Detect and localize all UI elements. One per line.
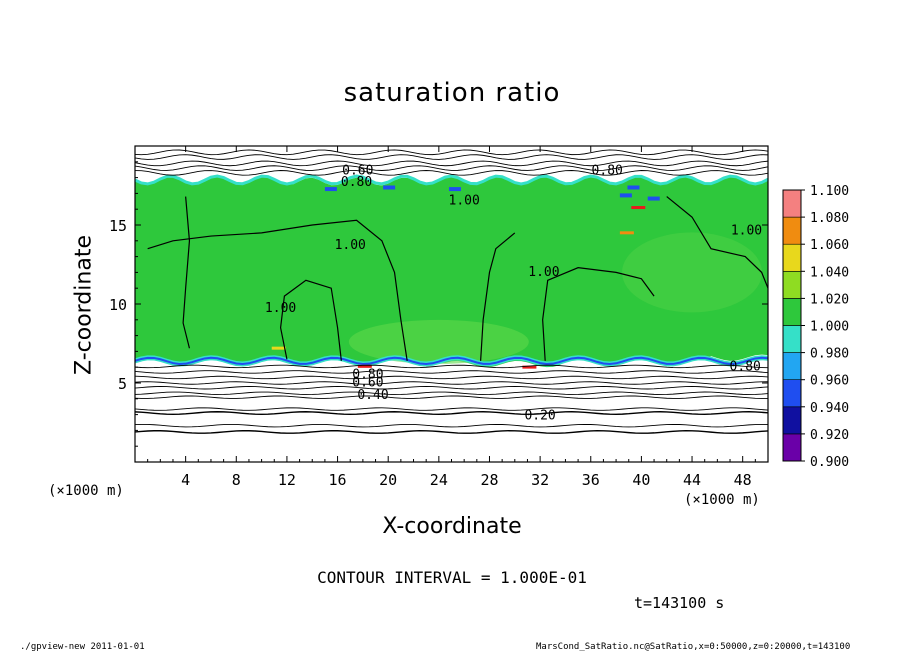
lower-fringe-edge — [134, 356, 769, 366]
contour-line — [134, 160, 769, 167]
contour-line — [134, 391, 769, 395]
contour-line-1.00 — [542, 267, 655, 361]
upper-blue-patch — [383, 185, 396, 190]
upper-fringe — [134, 174, 769, 186]
y-tick-label: 10 — [109, 296, 127, 314]
colorbar-label: 0.920 — [810, 428, 849, 443]
x-tick-label: 20 — [379, 471, 397, 489]
x-tick-label: 8 — [232, 471, 241, 489]
saturated-region — [135, 175, 768, 368]
contour-line — [134, 375, 769, 380]
contour-label: 1.00 — [731, 224, 762, 239]
x-axis-label: X-coordinate — [382, 514, 522, 539]
x-tick-label: 12 — [278, 471, 296, 489]
x-tick-label: 24 — [430, 471, 448, 489]
contour-label: 0.80 — [730, 360, 761, 375]
high-ratio-patch — [622, 232, 763, 313]
x-unit-label-left: (×1000 m) — [48, 483, 124, 499]
colorbar-label: 1.100 — [810, 184, 849, 199]
contour-label: 1.00 — [449, 194, 480, 209]
contour-label: 0.60 — [352, 375, 383, 390]
contour-line — [134, 423, 769, 428]
contour-line — [134, 364, 769, 369]
chart-title: saturation ratio — [343, 78, 561, 108]
contour-label: 1.00 — [335, 238, 366, 253]
contour-line — [134, 386, 769, 390]
upper-blue-patch — [448, 187, 461, 192]
colorbar-cell — [782, 325, 802, 353]
contour-label: 0.60 — [342, 164, 373, 179]
upper-blue-patch — [619, 193, 632, 198]
colorbar-label: 0.900 — [810, 455, 849, 470]
x-tick-label: 36 — [582, 471, 600, 489]
contour-line — [134, 381, 769, 385]
x-tick-label: 44 — [683, 471, 701, 489]
supersaturation-spot — [619, 231, 634, 235]
colorbar-cell — [782, 406, 802, 435]
contour-line — [134, 430, 769, 434]
contour-line-1.00 — [279, 279, 342, 361]
x-tick-label: 40 — [632, 471, 650, 489]
y-tick-label: 15 — [109, 217, 127, 235]
footer-program: ./gpview-new 2011-01-01 — [20, 642, 145, 652]
y-tick-label: 5 — [118, 375, 127, 393]
colorbar-cell — [782, 298, 802, 326]
supersaturation-spot — [631, 206, 646, 210]
x-tick-label: 48 — [734, 471, 752, 489]
colorbar-cell — [782, 216, 802, 245]
colorbar-cell — [782, 189, 802, 218]
upper-blue-patch — [647, 196, 660, 201]
contour-label: 0.80 — [592, 164, 623, 179]
contour-interval-text: CONTOUR INTERVAL = 1.000E-01 — [317, 568, 587, 587]
contour-line-1.00 — [480, 232, 516, 361]
contour-label: 0.20 — [524, 409, 555, 424]
high-ratio-patch — [348, 319, 529, 364]
x-tick-label: 32 — [531, 471, 549, 489]
contour-line — [134, 370, 769, 374]
colorbar-label: 0.940 — [810, 401, 849, 416]
colorbar-label: 1.020 — [810, 292, 849, 307]
upper-blue-patch — [324, 187, 337, 192]
colorbar-label: 1.000 — [810, 320, 849, 335]
time-label: t=143100 s — [634, 594, 725, 612]
contour-line-1.00 — [666, 196, 769, 289]
colorbar-cell — [782, 352, 802, 381]
x-unit-label-right: (×1000 m) — [684, 492, 760, 508]
supersaturation-spot — [522, 365, 537, 369]
x-tick-label: 4 — [181, 471, 190, 489]
contour-line-1.00 — [147, 219, 408, 361]
contour-label: 0.80 — [352, 368, 383, 383]
x-tick-label: 28 — [480, 471, 498, 489]
contour-label: 0.40 — [357, 388, 388, 403]
contour-line — [134, 170, 769, 176]
contour-line — [134, 154, 769, 160]
colorbar-cell — [782, 379, 802, 408]
contour-line — [134, 395, 769, 399]
contour-line-1.00 — [182, 196, 191, 349]
colorbar-label: 1.040 — [810, 265, 849, 280]
colorbar-label: 0.960 — [810, 374, 849, 389]
supersaturation-spot — [357, 364, 372, 368]
contour-label: 1.00 — [528, 265, 559, 280]
colorbar-label: 1.060 — [810, 238, 849, 253]
colorbar-label: 0.980 — [810, 347, 849, 362]
contour-line — [134, 411, 769, 415]
contour-label: 0.80 — [341, 175, 372, 190]
colorbar-cell — [782, 270, 802, 299]
upper-blue-patch — [627, 185, 640, 190]
contour-label: 1.00 — [265, 301, 296, 316]
contour-line — [134, 165, 769, 171]
footer-source: MarsCond_SatRatio.nc@SatRatio,x=0:50000,… — [536, 642, 851, 652]
colorbar-label: 1.080 — [810, 211, 849, 226]
contour-line — [134, 407, 769, 411]
supersaturation-spot — [271, 346, 286, 350]
colorbar-cell — [782, 243, 802, 272]
colorbar-cell — [782, 433, 802, 462]
x-tick-label: 16 — [329, 471, 347, 489]
contour-line — [134, 149, 769, 156]
